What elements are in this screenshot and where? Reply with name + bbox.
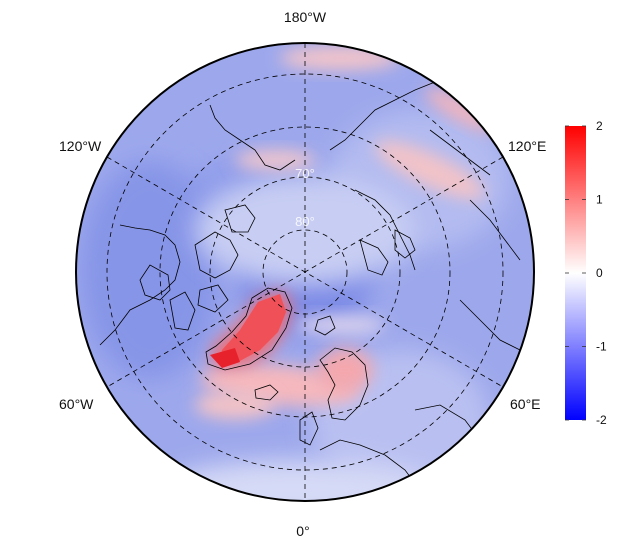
- graticule: [106, 43, 504, 501]
- colorbar-tick-label: -1: [596, 340, 607, 354]
- meridian-120e-60w: [106, 156, 504, 388]
- lat-label-80: 80°: [295, 214, 315, 229]
- colorbar-tick-label: 1: [596, 193, 603, 207]
- lat-label-70: 70°: [295, 166, 315, 181]
- lon-label-180w: 180°W: [284, 9, 327, 25]
- lon-label-120w: 120°W: [59, 138, 102, 154]
- coastlines: [99, 79, 521, 491]
- lon-label-60e: 60°E: [510, 396, 541, 412]
- colorbar-tick-label: -2: [596, 413, 607, 427]
- map-boundary: [75, 42, 535, 502]
- lon-label-60w: 60°W: [59, 396, 94, 412]
- colorbar-gradient: [565, 126, 586, 420]
- lon-label-0: 0°: [296, 523, 309, 539]
- colorbar-tick-label: 0: [596, 266, 603, 280]
- colorbar: 2 1 0 -1 -2: [565, 119, 607, 427]
- lon-label-120e: 120°E: [508, 138, 546, 154]
- colorbar-tick-label: 2: [596, 119, 603, 133]
